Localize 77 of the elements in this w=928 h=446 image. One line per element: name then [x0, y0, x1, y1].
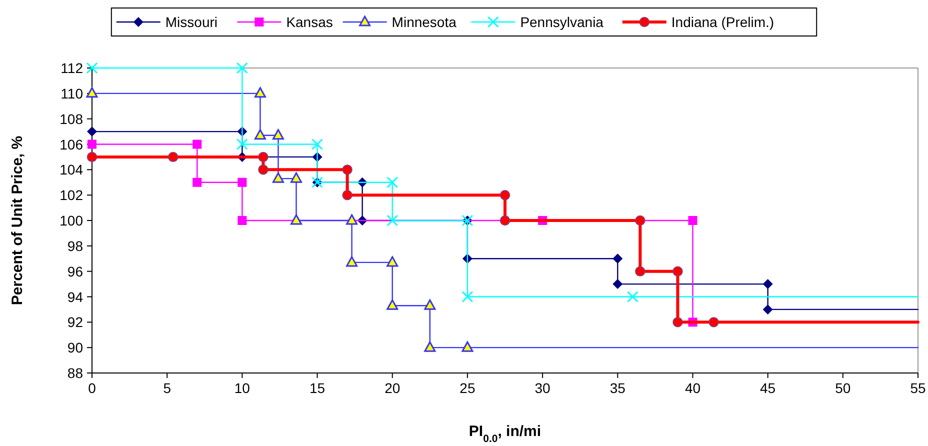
y-tick-label: 102: [60, 187, 84, 204]
x-tick-label: 30: [534, 380, 551, 396]
x-tick-label: 10: [234, 380, 250, 396]
point: [462, 341, 474, 352]
x-tick-label: 40: [684, 380, 701, 396]
point: [688, 216, 698, 225]
point: [708, 317, 719, 328]
point: [500, 215, 510, 226]
point: [238, 178, 247, 187]
point: [168, 152, 178, 162]
y-axis-title: Percent of Unit Price, %: [9, 136, 26, 306]
y-tick-label: 90: [67, 340, 84, 356]
point: [86, 62, 98, 74]
legend-label: Missouri: [165, 14, 218, 30]
point: [612, 279, 623, 290]
point: [346, 214, 358, 225]
y-tick-label: 112: [60, 60, 84, 76]
x-tick-label: 20: [384, 380, 400, 396]
point: [672, 317, 683, 328]
y-tick-label: 96: [67, 263, 84, 280]
point: [290, 172, 302, 183]
y-tick-label: 92: [67, 314, 84, 330]
point: [762, 304, 773, 314]
legend-label: Minnesota: [392, 14, 457, 30]
y-tick-label: 104: [60, 162, 84, 178]
x-tick-label: 25: [460, 380, 476, 396]
x-tick-label: 55: [910, 380, 926, 396]
point: [272, 129, 284, 140]
y-tick-label: 88: [67, 365, 84, 381]
y-tick-label: 94: [67, 288, 84, 305]
point: [192, 140, 202, 149]
point: [86, 152, 98, 162]
point: [342, 164, 352, 175]
legend-label: Pennsylvania: [520, 14, 604, 30]
point: [87, 126, 97, 137]
point: [386, 299, 398, 310]
x-tick-label: 45: [760, 380, 776, 396]
point: [500, 190, 510, 200]
point: [386, 214, 398, 226]
point: [192, 178, 202, 187]
point: [258, 164, 268, 175]
point: [342, 190, 352, 200]
point: [272, 172, 284, 183]
point: [672, 266, 683, 276]
point: [238, 216, 247, 225]
y-tick-label: 98: [67, 238, 84, 254]
point: [312, 138, 324, 150]
point: [762, 279, 773, 290]
x-tick-label: 0: [88, 380, 96, 396]
point: [386, 256, 398, 267]
y-tick-label: 108: [60, 110, 84, 127]
point: [635, 215, 646, 226]
legend-label: Kansas: [286, 14, 333, 30]
point: [236, 138, 248, 150]
x-tick-label: 50: [835, 380, 851, 396]
point: [424, 341, 436, 352]
point: [258, 152, 268, 162]
point: [386, 176, 398, 188]
point: [290, 214, 302, 225]
point: [462, 291, 474, 302]
point: [424, 299, 436, 310]
y-tick-label: 100: [60, 212, 84, 228]
y-tick-label: 110: [60, 85, 84, 102]
point: [612, 254, 623, 264]
x-axis-title: PI$_{0.0}$, in/mi: [468, 423, 542, 445]
point: [346, 256, 358, 267]
point: [88, 140, 96, 149]
point: [254, 87, 266, 98]
legend-label: Indiana (Prelim.): [671, 14, 774, 30]
point: [236, 62, 248, 74]
point: [635, 266, 646, 276]
point: [626, 291, 638, 302]
y-tick-label: 106: [60, 136, 84, 152]
x-tick-label: 35: [610, 380, 626, 396]
x-tick-label: 15: [309, 380, 326, 396]
x-tick-label: 5: [163, 380, 172, 396]
point: [254, 129, 266, 140]
